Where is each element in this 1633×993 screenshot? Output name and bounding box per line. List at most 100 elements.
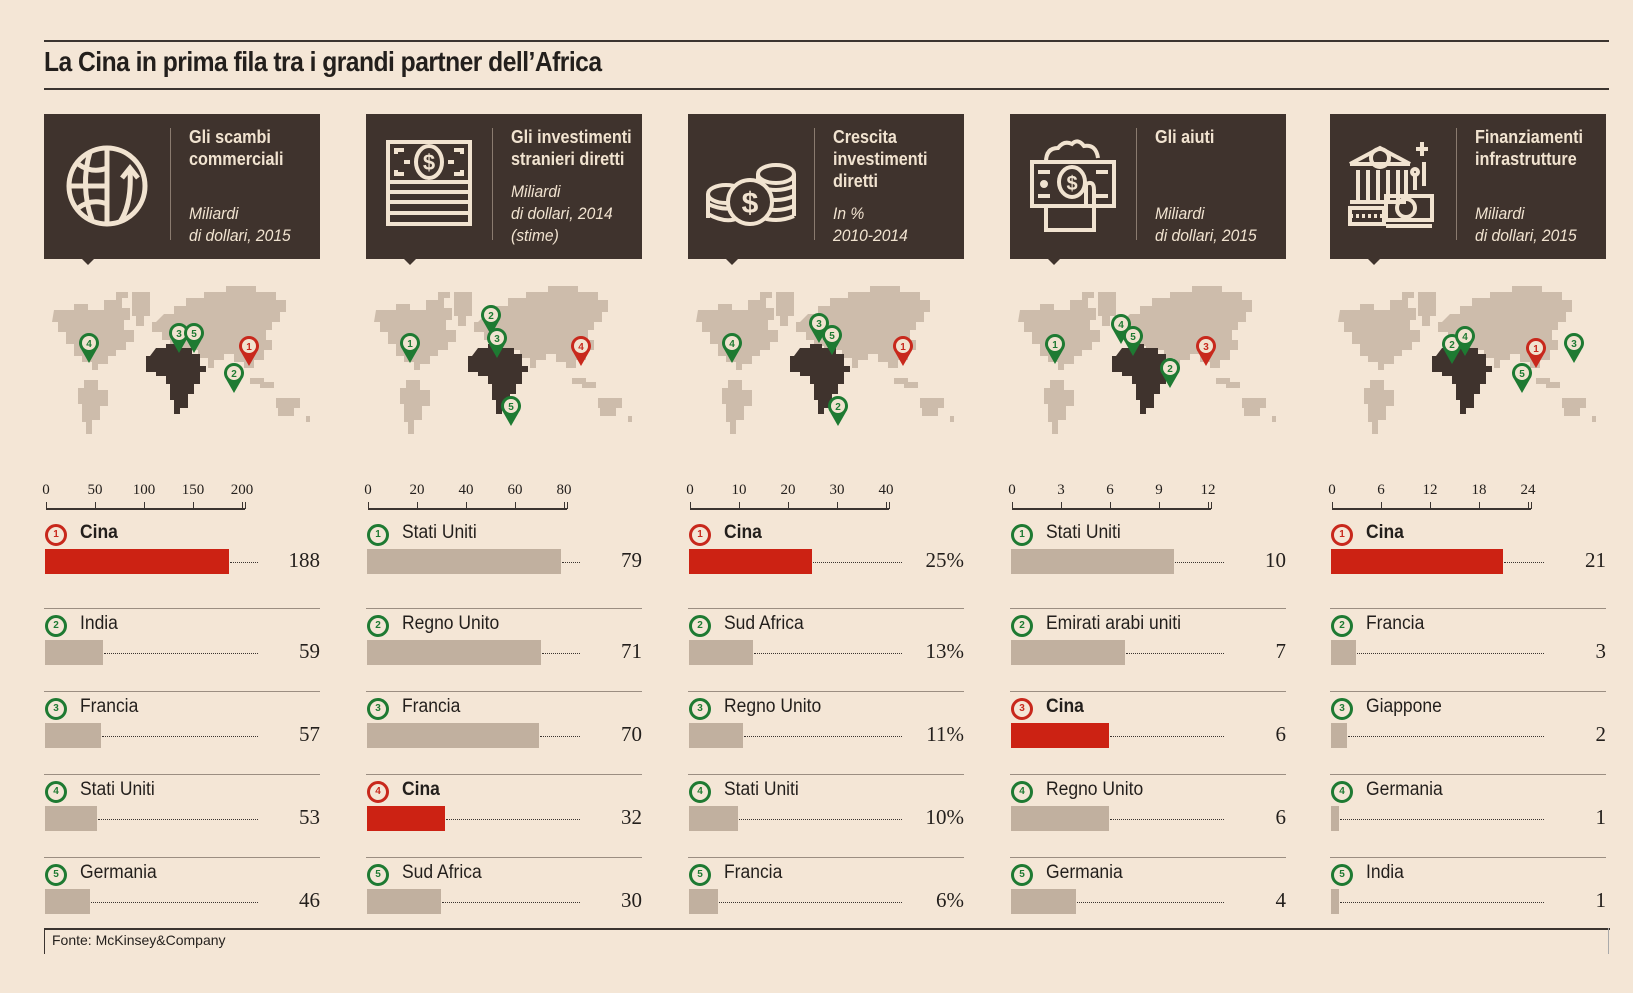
- rank-badge: 3: [1011, 698, 1033, 720]
- map-pin-3: 3: [487, 328, 507, 358]
- pin-number: 2: [1449, 340, 1455, 351]
- pin-number: 3: [1203, 342, 1209, 353]
- bar-row: 3 Francia 70: [366, 691, 642, 774]
- tick-mark: [242, 502, 243, 509]
- tick-label: 10: [731, 482, 747, 498]
- row-divider: [688, 774, 964, 775]
- leader-line: [739, 819, 902, 820]
- bar: [45, 549, 230, 574]
- header-pointer: [404, 259, 416, 265]
- rank-badge: 1: [689, 524, 711, 546]
- leader-line: [1348, 736, 1544, 737]
- world-map: 1 2 3 4 5: [52, 286, 310, 434]
- tick-mark: [739, 502, 740, 509]
- leader-line: [441, 902, 580, 903]
- category-label: Giappone: [1366, 696, 1442, 717]
- bar-row: 1 Stati Uniti 79: [366, 517, 642, 600]
- pin-number: 4: [1118, 320, 1124, 331]
- bar: [367, 640, 541, 665]
- tick-mark: [567, 502, 568, 509]
- pin-number: 2: [231, 369, 237, 380]
- panel-title: Crescita investimenti diretti: [833, 127, 928, 191]
- map-pin-1: 1: [1526, 338, 1546, 368]
- pin-number: 5: [508, 402, 514, 413]
- value-label: 46: [299, 888, 320, 912]
- value-label: 32: [621, 805, 642, 829]
- category-label: Stati Uniti: [402, 522, 477, 543]
- category-label: Francia: [80, 696, 139, 717]
- panel-subtitle: Miliardi di dollari, 2015: [1475, 204, 1577, 245]
- bank-building-icon: [1346, 134, 1440, 234]
- tick-mark: [417, 502, 418, 509]
- rank-badge: 4: [1011, 781, 1033, 803]
- tick-label: 150: [181, 482, 205, 498]
- bar-row: 2 India 59: [44, 608, 320, 691]
- value-label: 11%: [926, 722, 964, 746]
- leader-line: [97, 819, 258, 820]
- bar: [45, 640, 103, 665]
- rank-badge: 1: [1011, 524, 1033, 546]
- value-label: 59: [299, 639, 320, 663]
- bar-row: 1 Cina 188: [44, 517, 320, 600]
- tick-mark: [1110, 502, 1111, 509]
- tick-mark: [95, 502, 96, 509]
- row-divider: [366, 608, 642, 609]
- leader-line: [1077, 902, 1224, 903]
- category-label: Sud Africa: [402, 862, 482, 883]
- map-pin-2: 2: [481, 305, 501, 335]
- category-label: Stati Uniti: [724, 779, 799, 800]
- tick-label: 24: [1520, 482, 1536, 498]
- row-divider: [1330, 774, 1606, 775]
- value-label: 10: [1265, 548, 1286, 572]
- world-map: 1 2 3 4 5: [1018, 286, 1276, 434]
- coins-icon: $: [704, 134, 798, 234]
- top-rule: [44, 40, 1609, 42]
- map-pin-2: 2: [224, 363, 244, 393]
- row-divider: [44, 857, 320, 858]
- map-pin-3: 3: [809, 313, 829, 343]
- leader-line: [812, 562, 902, 563]
- tick-label: 18: [1471, 482, 1487, 498]
- map-land: [1338, 286, 1596, 434]
- map-pin-2: 2: [828, 396, 848, 426]
- rank-badge: 5: [1011, 864, 1033, 886]
- map-pin-4: 4: [571, 336, 591, 366]
- map-africa: [146, 344, 206, 414]
- axis-line: [1012, 508, 1211, 510]
- value-label: 6: [1275, 722, 1287, 746]
- map-pin-5: 5: [501, 396, 521, 426]
- leader-line: [101, 736, 258, 737]
- leader-line: [1126, 653, 1224, 654]
- tick-mark: [1479, 502, 1480, 509]
- bar-row: 3 Regno Unito 11%: [688, 691, 964, 774]
- category-label: India: [1366, 862, 1404, 883]
- leader-line: [743, 736, 902, 737]
- map-pin-1: 1: [238, 336, 259, 366]
- category-label: Francia: [1366, 613, 1425, 634]
- value-label: 70: [621, 722, 642, 746]
- value-label: 188: [288, 548, 321, 572]
- category-label: Cina: [402, 779, 440, 800]
- bar-row: 5 India 1: [1330, 857, 1606, 940]
- row-divider: [1010, 691, 1286, 692]
- pin-number: 5: [191, 329, 197, 340]
- map-africa: [1112, 344, 1172, 414]
- map-pin-5: 5: [1123, 326, 1143, 356]
- tick-mark: [1528, 502, 1529, 509]
- pin-number: 2: [488, 311, 494, 322]
- bar: [1331, 549, 1503, 574]
- panel-subtitle: Miliardi di dollari, 2015: [1155, 204, 1257, 245]
- tick-mark: [1430, 502, 1431, 509]
- bar: [367, 549, 561, 574]
- panel-header: $ Crescita investimenti diretti In % 201…: [688, 114, 964, 265]
- leader-line: [1340, 902, 1544, 903]
- tick-mark: [788, 502, 789, 509]
- category-label: Cina: [1366, 522, 1404, 543]
- row-divider: [1330, 691, 1606, 692]
- svg-text:$: $: [742, 187, 759, 220]
- bar: [367, 723, 539, 748]
- value-label: 25%: [925, 548, 965, 572]
- tick-label: 0: [1008, 482, 1016, 498]
- rank-badge: 5: [367, 864, 389, 886]
- header-pointer: [1048, 259, 1060, 265]
